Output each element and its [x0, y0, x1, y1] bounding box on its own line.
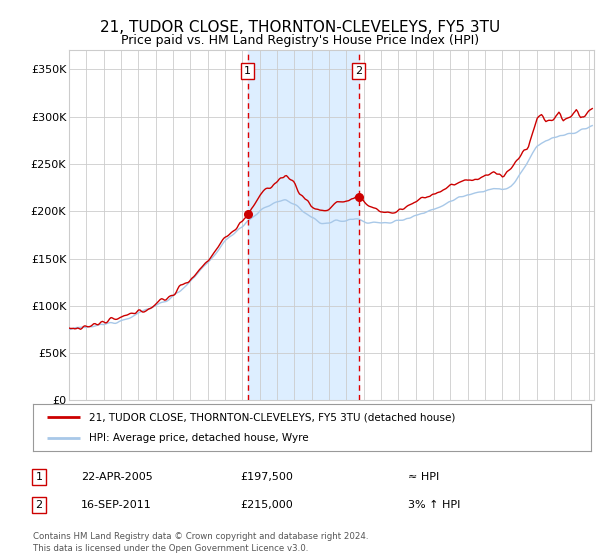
Text: 1: 1: [244, 66, 251, 76]
Text: ≈ HPI: ≈ HPI: [408, 472, 439, 482]
Text: HPI: Average price, detached house, Wyre: HPI: Average price, detached house, Wyre: [89, 433, 308, 444]
Text: 3% ↑ HPI: 3% ↑ HPI: [408, 500, 460, 510]
Text: £197,500: £197,500: [240, 472, 293, 482]
Text: 2: 2: [35, 500, 43, 510]
Text: 22-APR-2005: 22-APR-2005: [81, 472, 153, 482]
Text: 16-SEP-2011: 16-SEP-2011: [81, 500, 152, 510]
Text: Price paid vs. HM Land Registry's House Price Index (HPI): Price paid vs. HM Land Registry's House …: [121, 34, 479, 46]
Text: 21, TUDOR CLOSE, THORNTON-CLEVELEYS, FY5 3TU (detached house): 21, TUDOR CLOSE, THORNTON-CLEVELEYS, FY5…: [89, 412, 455, 422]
Text: £215,000: £215,000: [240, 500, 293, 510]
Text: 2: 2: [355, 66, 362, 76]
Text: 21, TUDOR CLOSE, THORNTON-CLEVELEYS, FY5 3TU: 21, TUDOR CLOSE, THORNTON-CLEVELEYS, FY5…: [100, 20, 500, 35]
Text: Contains HM Land Registry data © Crown copyright and database right 2024.
This d: Contains HM Land Registry data © Crown c…: [33, 533, 368, 553]
Text: 1: 1: [35, 472, 43, 482]
Bar: [248, 50, 359, 400]
